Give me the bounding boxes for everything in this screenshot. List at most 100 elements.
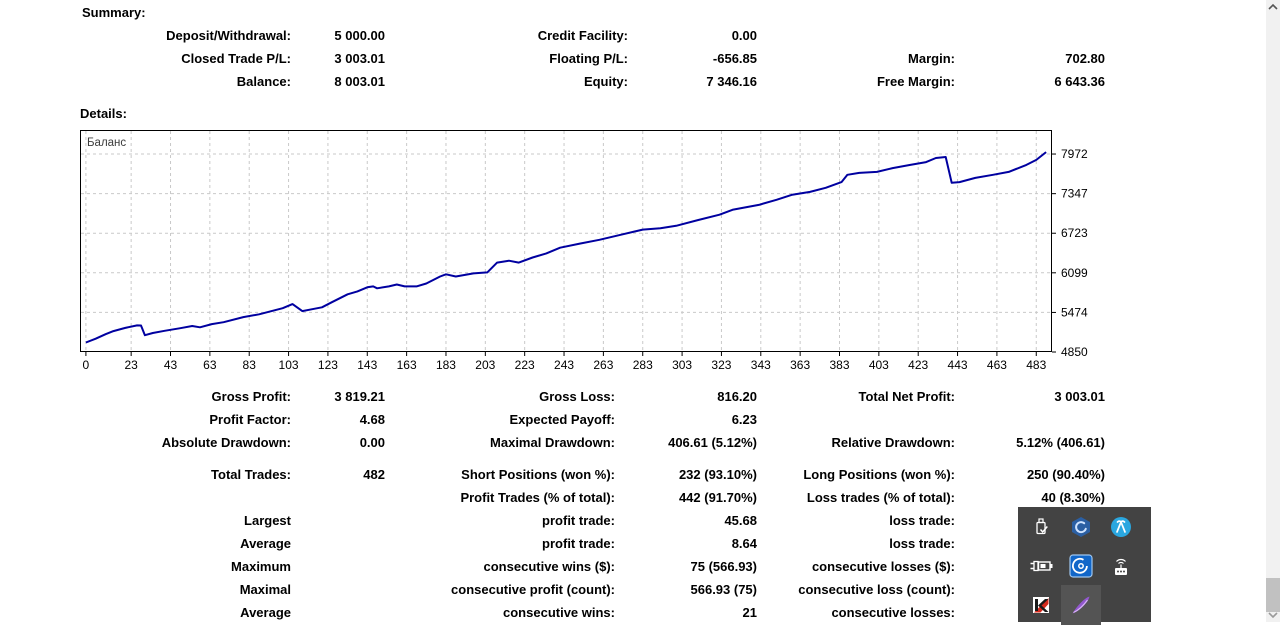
stat-value: 4.68 [359, 412, 385, 427]
stat-label: Profit Factor: [209, 412, 291, 427]
stat-value: 816.20 [717, 389, 757, 404]
stats-row: Total Trades: 482 Short Positions (won %):… [80, 463, 1105, 486]
stat-label: Loss trades (% of total): [806, 490, 955, 505]
stats-row: Deposit/Withdrawal: 5 000.00 Credit Facili… [80, 24, 1105, 47]
stat-value [955, 24, 1105, 47]
stat-label: Gross Profit: [211, 389, 291, 404]
stat-label: Maximum [231, 559, 291, 574]
stat-value: 21 [742, 605, 757, 620]
stat-label: loss trade: [889, 536, 955, 551]
svg-text:63: 63 [203, 358, 217, 372]
stats-row: Absolute Drawdown: 0.00 Maximal Drawdown: 4… [80, 431, 1105, 454]
stats-row: Balance: 8 003.01 Equity: 7 346.16 Free Marg… [80, 70, 1105, 93]
details-stats-2: Total Trades: 482 Short Positions (won %):… [80, 463, 1105, 624]
svg-text:5474: 5474 [1061, 305, 1088, 319]
power-plug-icon[interactable] [1021, 546, 1061, 586]
blue-circle-app-icon[interactable] [1101, 507, 1141, 547]
stat-label: profit trade: [542, 513, 615, 528]
stat-label: Profit Trades (% of total): [460, 490, 615, 505]
svg-text:163: 163 [397, 358, 417, 372]
summary-title: Summary: [82, 5, 146, 20]
stat-label: Average [240, 605, 291, 620]
stat-label: Average [240, 536, 291, 551]
kaspersky-icon[interactable] [1021, 585, 1061, 625]
balance-chart-svg: 0 23 43 63 83 103 123 143 163 183 203 223 243 263 283 3… [80, 130, 1088, 372]
stat-label: Margin: [908, 51, 955, 66]
stat-value: 250 (90.40%) [1026, 467, 1105, 482]
stat-value: 6.23 [731, 412, 757, 427]
stat-value: 702.80 [1065, 51, 1105, 66]
stat-label [757, 24, 955, 47]
stat-value [291, 555, 385, 578]
stat-value: 7 346.16 [706, 74, 757, 89]
svg-text:483: 483 [1026, 358, 1046, 372]
svg-text:303: 303 [672, 358, 692, 372]
stat-label: Deposit/Withdrawal: [166, 28, 291, 43]
stat-value [291, 578, 385, 601]
stat-value [291, 486, 385, 509]
summary-table: Deposit/Withdrawal: 5 000.00 Credit Facili… [80, 24, 1105, 93]
svg-text:283: 283 [633, 358, 653, 372]
stats-row: Maximum consecutive wins ($): 75 (566.93) c… [80, 555, 1105, 578]
stat-value: 3 003.01 [334, 51, 385, 66]
stat-value: 75 (566.93) [690, 559, 758, 574]
svg-text:23: 23 [124, 358, 138, 372]
stat-label: Maximal Drawdown: [490, 435, 615, 450]
svg-text:443: 443 [948, 358, 968, 372]
stat-value: 482 [363, 467, 385, 482]
stat-label: Relative Drawdown: [831, 435, 955, 450]
svg-text:7347: 7347 [1061, 187, 1088, 201]
svg-text:223: 223 [515, 358, 535, 372]
stat-label: Credit Facility: [537, 28, 628, 43]
svg-text:143: 143 [357, 358, 377, 372]
usb-drive-icon[interactable] [1021, 507, 1061, 547]
stat-label: Total Trades: [211, 467, 291, 482]
svg-text:4850: 4850 [1061, 345, 1088, 359]
details-title: Details: [80, 106, 127, 121]
details-stats-1: Gross Profit: 3 819.21 Gross Loss: 816.20 To… [80, 385, 1105, 454]
stat-label: Maximal [239, 582, 291, 597]
svg-text:343: 343 [751, 358, 771, 372]
svg-text:243: 243 [554, 358, 574, 372]
svg-text:263: 263 [593, 358, 613, 372]
stats-row: Maximal consecutive profit (count): 566.93… [80, 578, 1105, 601]
stat-label: profit trade: [542, 536, 615, 551]
stat-value [955, 408, 1105, 431]
stat-label [80, 486, 291, 509]
stat-value: 5 000.00 [334, 28, 385, 43]
stat-value: 8.64 [731, 536, 757, 551]
feather-pen-icon[interactable] [1061, 585, 1101, 625]
stats-row: Gross Profit: 3 819.21 Gross Loss: 816.20 To… [80, 385, 1105, 408]
stats-row: Average profit trade: 8.64 loss trade: [80, 532, 1105, 555]
stat-label: Largest [244, 513, 291, 528]
stat-value [291, 532, 385, 555]
stat-value: 5.12% (406.61) [1016, 435, 1105, 450]
router-icon[interactable] [1101, 546, 1141, 586]
stat-value: 6 643.36 [1054, 74, 1105, 89]
svg-text:463: 463 [987, 358, 1007, 372]
svg-text:423: 423 [908, 358, 928, 372]
stat-value: 8 003.01 [334, 74, 385, 89]
stat-label [757, 408, 955, 431]
stat-value: 45.68 [724, 513, 757, 528]
svg-text:363: 363 [790, 358, 810, 372]
stat-label: Total Net Profit: [858, 389, 955, 404]
radar-app-icon[interactable] [1061, 546, 1101, 586]
svg-text:123: 123 [318, 358, 338, 372]
stats-row: Profit Trades (% of total): 442 (91.70%) L… [80, 486, 1105, 509]
svg-text:6723: 6723 [1061, 226, 1088, 240]
scroll-up-arrow[interactable] [1266, 0, 1280, 14]
stat-label: consecutive wins: [503, 605, 615, 620]
stat-label: loss trade: [889, 513, 955, 528]
scrollbar-thumb[interactable] [1266, 578, 1280, 612]
svg-text:103: 103 [279, 358, 299, 372]
stat-value: 0.00 [359, 435, 385, 450]
stat-value: -656.85 [712, 51, 757, 66]
scroll-down-arrow[interactable] [1266, 608, 1280, 622]
vertical-scrollbar[interactable] [1266, 0, 1280, 622]
stat-value: 406.61 (5.12%) [668, 435, 757, 450]
stat-label: consecutive wins ($): [483, 559, 615, 574]
stat-value: 232 (93.10%) [678, 467, 757, 482]
hexagon-app-icon[interactable] [1061, 507, 1101, 547]
